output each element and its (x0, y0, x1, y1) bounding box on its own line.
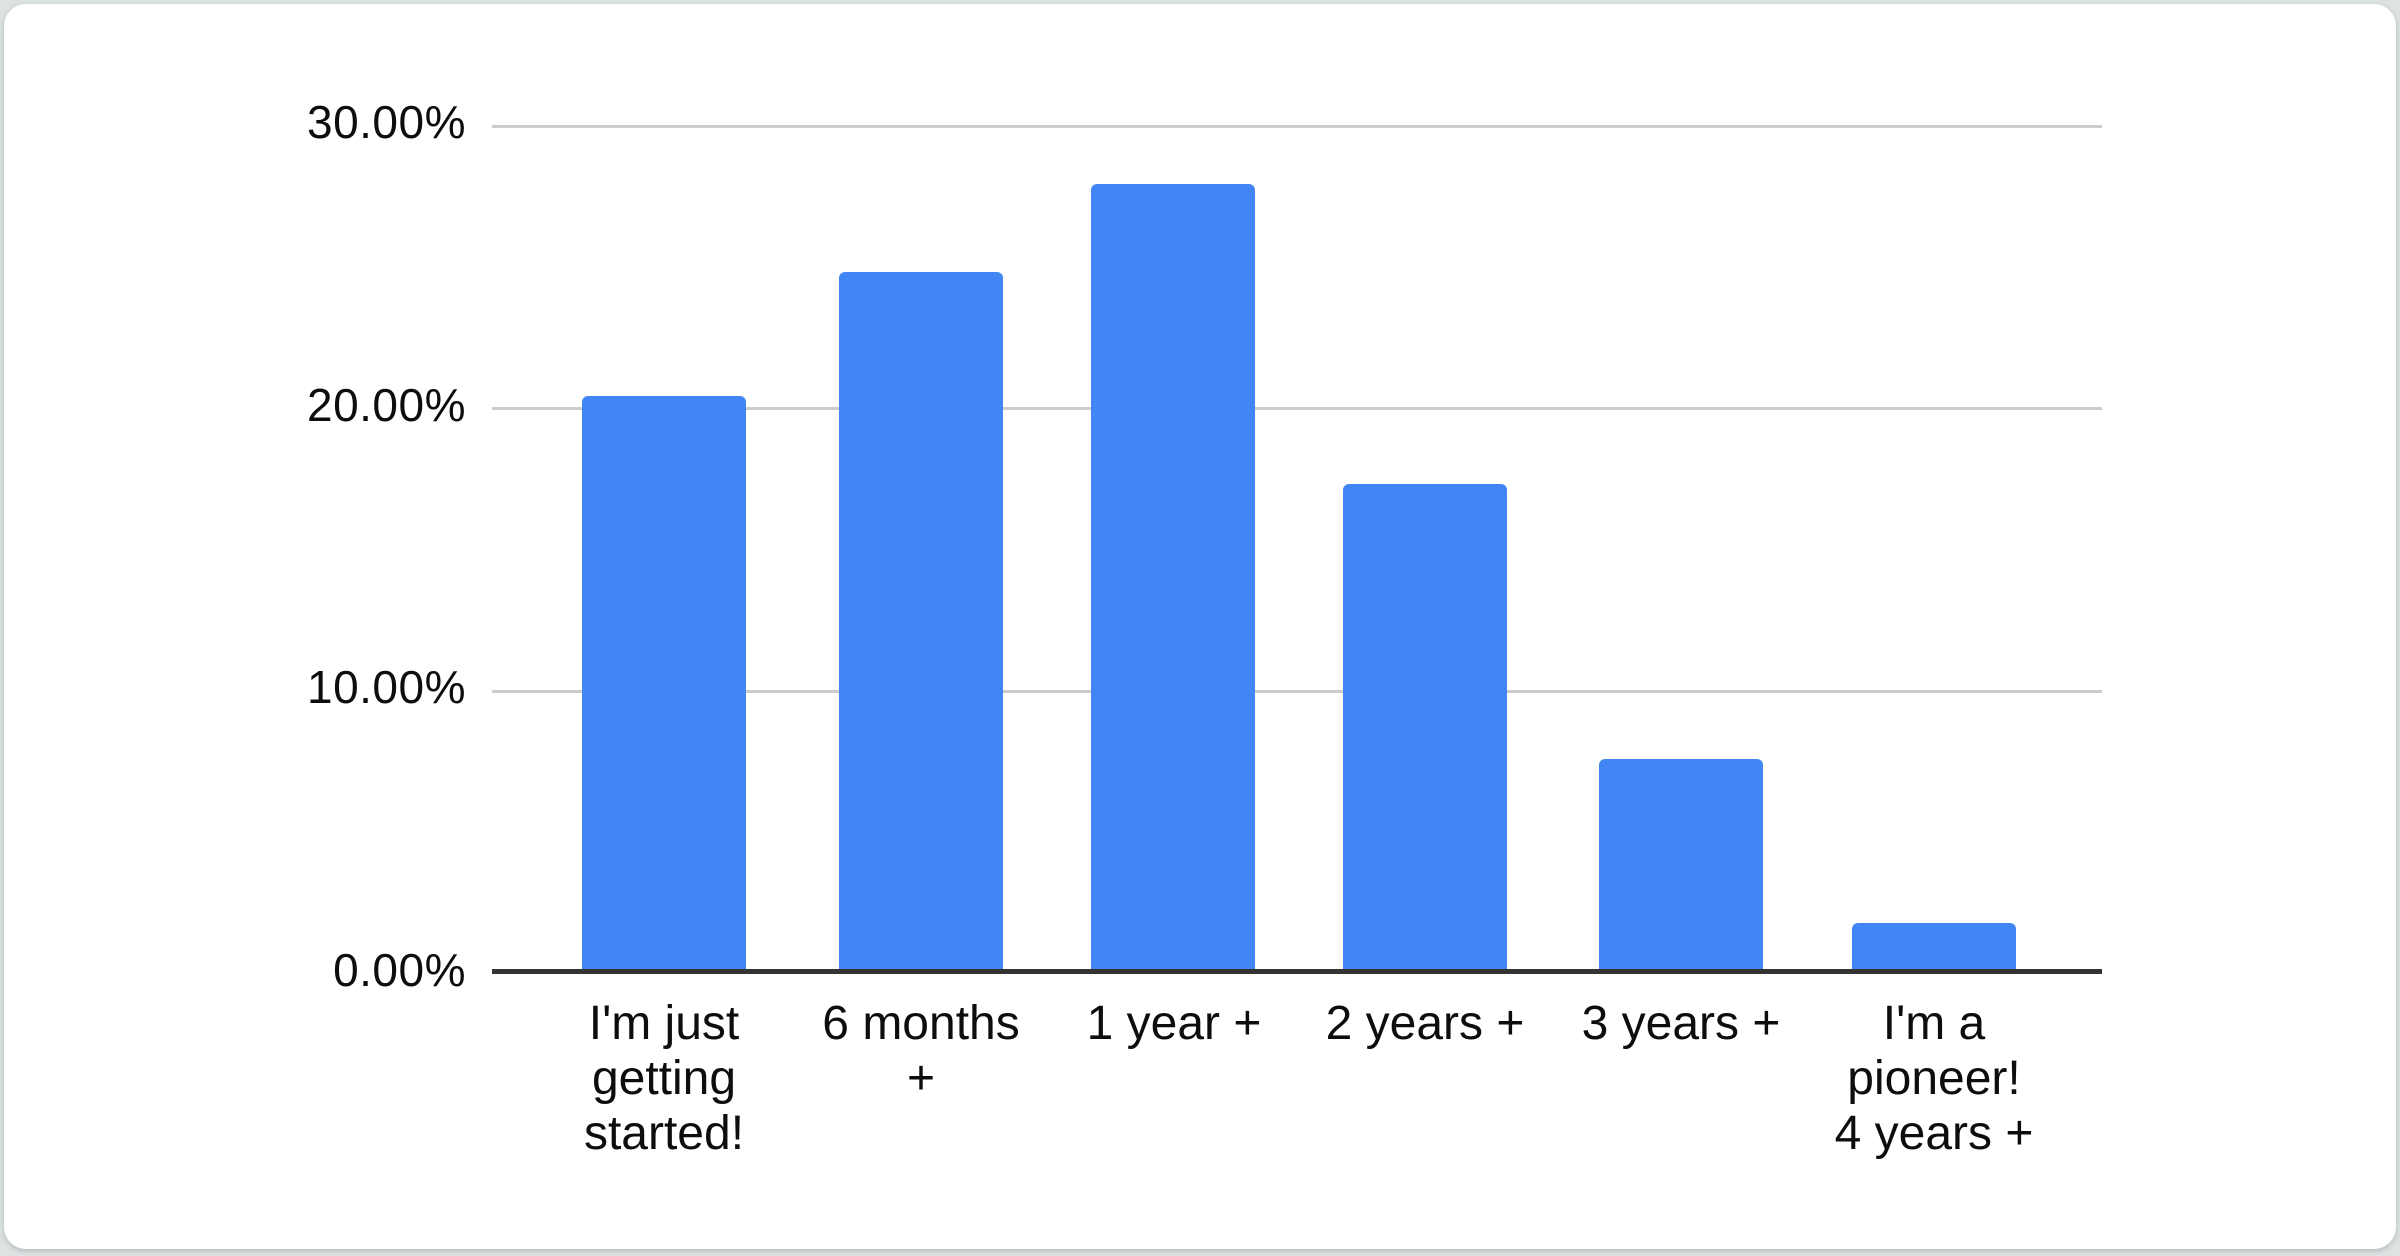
bar-2 (839, 272, 1003, 974)
y-axis-tick-label: 0.00% (333, 944, 466, 996)
y-axis-tick-label: 20.00% (306, 379, 466, 431)
x-axis-category-label: 1 year + (1086, 997, 1262, 1050)
plot-area (492, 125, 2102, 974)
y-axis-tick-label: 30.00% (306, 96, 466, 148)
y-axis-tick-label: 10.00% (306, 661, 466, 713)
bar-6 (1852, 923, 2016, 974)
bar-1 (582, 396, 746, 974)
gridline (492, 407, 2102, 410)
x-axis-line (492, 969, 2102, 974)
bar-4 (1343, 484, 1507, 974)
gridline (492, 690, 2102, 693)
x-axis-category-label: 2 years + (1325, 997, 1525, 1050)
x-axis-category-label: I'm just getting started! (583, 997, 745, 1160)
bar-5 (1599, 759, 1763, 974)
x-axis-category-label: 6 months + (822, 997, 1020, 1105)
gridline (492, 125, 2102, 128)
chart-card: 30.00% 20.00% 10.00% 0.00% I'm just getting… (4, 4, 2396, 1249)
bar-3 (1091, 184, 1255, 974)
x-axis-category-label: I'm a pioneer! 4 years + (1834, 997, 2034, 1160)
x-axis-category-label: 3 years + (1581, 997, 1781, 1050)
